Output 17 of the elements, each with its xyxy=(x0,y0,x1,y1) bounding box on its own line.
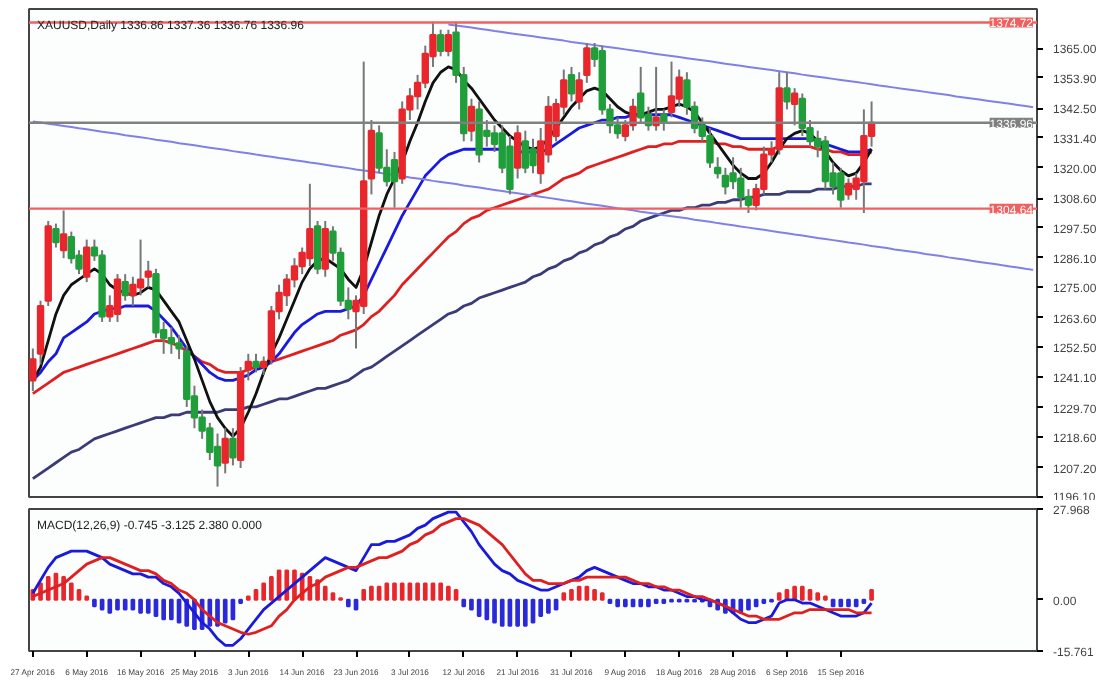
candlestick xyxy=(444,28,453,58)
candlestick xyxy=(59,209,68,260)
candlestick xyxy=(844,177,853,201)
candlestick xyxy=(529,137,537,175)
candlestick xyxy=(229,427,237,467)
candlestick xyxy=(121,273,129,302)
candlestick xyxy=(521,129,529,175)
candlestick xyxy=(83,238,91,284)
candlestick xyxy=(113,273,122,323)
candlestick xyxy=(821,134,830,191)
candlestick xyxy=(167,326,176,355)
candlestick xyxy=(321,219,329,278)
candlestick xyxy=(837,166,845,209)
candlestick xyxy=(252,352,260,374)
candlestick xyxy=(306,182,314,268)
candlestick xyxy=(436,28,445,58)
line-series xyxy=(31,120,1035,271)
